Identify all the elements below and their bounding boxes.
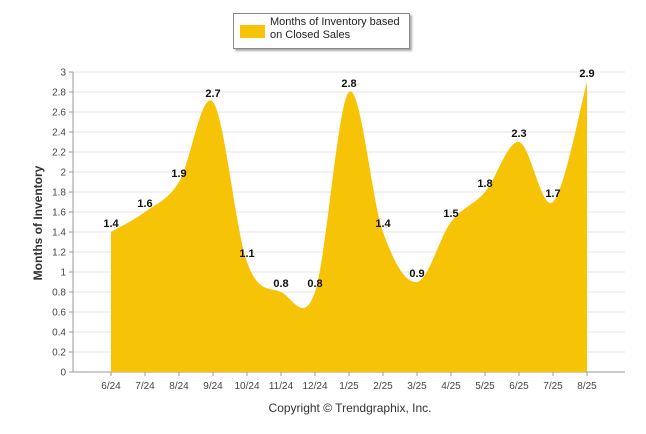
data-label: 0.8: [273, 278, 288, 290]
y-tick-label: 2.4: [52, 128, 66, 139]
x-tick-label: 6/25: [509, 381, 529, 392]
y-tick-label: 2.2: [52, 148, 66, 159]
y-tick-label: 0.6: [52, 308, 66, 319]
y-tick-label: 0.4: [52, 328, 66, 339]
legend-label: Months of Inventory based on Closed Sale…: [270, 16, 400, 41]
data-label: 1.9: [171, 168, 186, 180]
data-label: 1.8: [477, 178, 492, 190]
data-label: 2.3: [511, 128, 526, 140]
x-tick-label: 10/24: [234, 381, 259, 392]
data-label: 2.9: [579, 68, 594, 80]
legend: Months of Inventory based on Closed Sale…: [233, 13, 410, 49]
x-tick-label: 3/25: [407, 381, 427, 392]
y-tick-label: 2.6: [52, 108, 66, 119]
y-tick-label: 0.2: [52, 348, 66, 359]
x-tick-label: 4/25: [441, 381, 461, 392]
y-tick-label: 1.8: [52, 188, 66, 199]
data-label: 1.1: [239, 248, 254, 260]
y-tick-label: 3: [60, 68, 66, 79]
data-label: 1.7: [545, 188, 560, 200]
x-tick-label: 1/25: [339, 381, 359, 392]
data-label: 0.8: [307, 278, 322, 290]
y-tick-label: 2.8: [52, 88, 66, 99]
legend-swatch: [240, 25, 265, 38]
x-tick-label: 6/24: [101, 381, 121, 392]
data-label: 1.4: [103, 218, 119, 230]
x-tick-label: 9/24: [203, 381, 223, 392]
x-tick-label: 7/24: [135, 381, 155, 392]
data-label: 0.9: [409, 268, 424, 280]
copyright-text: Copyright © Trendgraphix, Inc.: [268, 401, 432, 415]
data-label: 1.6: [137, 198, 152, 210]
x-tick-label: 5/25: [475, 381, 495, 392]
series-area: [111, 82, 587, 372]
x-tick-label: 7/25: [543, 381, 563, 392]
y-tick-label: 1.6: [52, 208, 66, 219]
y-tick-label: 2: [60, 168, 66, 179]
y-tick-label: 0.8: [52, 288, 66, 299]
y-tick-label: 1: [60, 268, 66, 279]
x-tick-label: 8/24: [169, 381, 189, 392]
data-label: 2.8: [341, 78, 356, 90]
x-tick-label: 2/25: [373, 381, 393, 392]
y-tick-label: 1.2: [52, 248, 66, 259]
y-tick-label: 1.4: [52, 228, 66, 239]
x-tick-label: 8/25: [577, 381, 597, 392]
data-label: 1.5: [443, 208, 458, 220]
x-tick-label: 11/24: [269, 381, 294, 392]
x-tick-label: 12/24: [302, 381, 327, 392]
data-label: 2.7: [205, 88, 220, 100]
y-tick-label: 0: [60, 368, 66, 379]
data-label: 1.4: [375, 218, 391, 230]
